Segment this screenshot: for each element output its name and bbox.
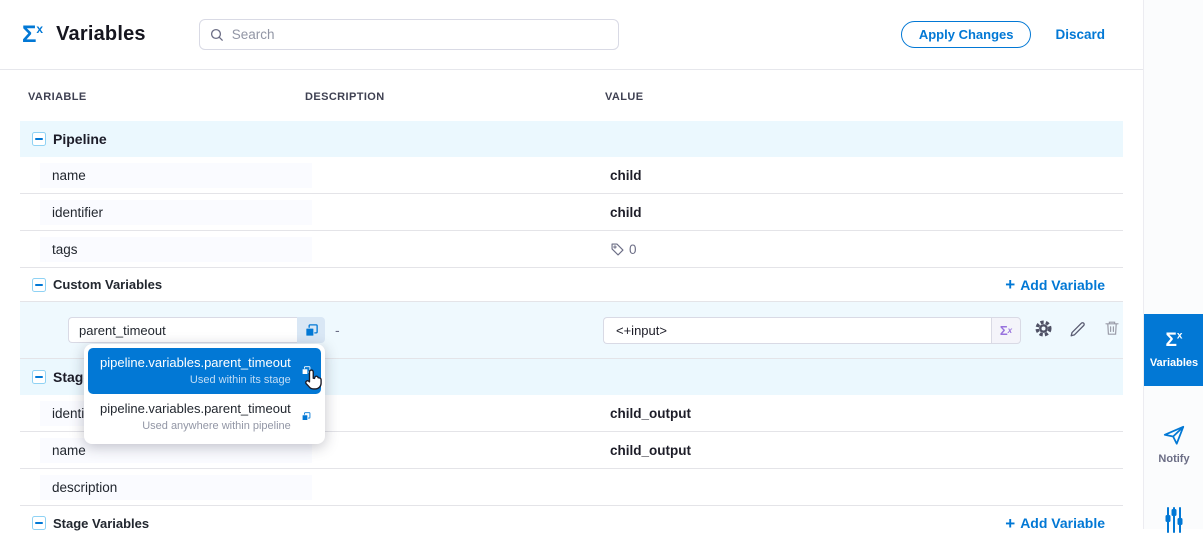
variables-table: VARIABLE DESCRIPTION VALUE Pipeline name… bbox=[20, 70, 1123, 540]
variable-path: pipeline.variables.parent_timeout bbox=[100, 401, 291, 416]
copy-icon bbox=[304, 323, 318, 337]
collapse-minus-icon[interactable] bbox=[32, 370, 46, 384]
table-row-name: name child bbox=[20, 157, 1123, 194]
variable-path: pipeline.variables.parent_timeout bbox=[100, 355, 291, 370]
pencil-icon bbox=[1070, 322, 1085, 337]
collapse-minus-icon[interactable] bbox=[32, 132, 46, 146]
sidebar-item-notify[interactable]: Notify bbox=[1144, 423, 1203, 465]
column-header-description: DESCRIPTION bbox=[305, 91, 385, 103]
variables-panel: Σx Variables Apply Changes Discard VARIA… bbox=[0, 0, 1143, 532]
plus-icon: + bbox=[1005, 275, 1016, 294]
add-variable-button[interactable]: + Add Variable bbox=[1005, 513, 1105, 533]
variable-name-input[interactable] bbox=[68, 317, 297, 343]
page-title: Variables bbox=[56, 23, 146, 45]
paper-plane-icon bbox=[1163, 425, 1185, 445]
variables-sigma-icon: Σx bbox=[22, 20, 44, 48]
variable-value: child_output bbox=[610, 442, 691, 458]
variable-path-dropdown: pipeline.variables.parent_timeout Used w… bbox=[84, 344, 325, 444]
variable-scope: Used anywhere within pipeline bbox=[142, 420, 291, 432]
panel-header: Σx Variables Apply Changes Discard bbox=[0, 0, 1143, 70]
section-row-stage-variables: Stage Variables + Add Variable bbox=[20, 506, 1123, 540]
section-label: Stage Variables bbox=[53, 515, 150, 531]
sidebar-item-label: Variables bbox=[1149, 357, 1199, 369]
gear-icon bbox=[1035, 319, 1052, 337]
collapse-minus-icon[interactable] bbox=[32, 516, 46, 530]
copy-variable-button[interactable] bbox=[297, 317, 325, 343]
variable-label: description bbox=[40, 474, 312, 500]
dropdown-option-stage-scope[interactable]: pipeline.variables.parent_timeout Used w… bbox=[88, 348, 321, 394]
delete-button[interactable] bbox=[1103, 319, 1121, 337]
copy-icon bbox=[301, 412, 311, 421]
column-header-variable: VARIABLE bbox=[28, 91, 87, 103]
variable-name-group bbox=[68, 317, 325, 343]
column-header-value: VALUE bbox=[605, 91, 644, 103]
sidebar-item-label: Notify bbox=[1158, 453, 1190, 465]
header-actions: Apply Changes Discard bbox=[900, 21, 1105, 48]
dropdown-option-pipeline-scope[interactable]: pipeline.variables.parent_timeout Used a… bbox=[88, 394, 321, 440]
table-header-row: VARIABLE DESCRIPTION VALUE bbox=[20, 70, 1123, 121]
table-row-identifier: identifier child bbox=[20, 194, 1123, 231]
variable-value: child bbox=[610, 167, 642, 183]
section-row-custom-variables: Custom Variables + Add Variable bbox=[20, 268, 1123, 302]
variables-sigma-icon: Σx bbox=[1165, 330, 1183, 351]
variable-value: child bbox=[610, 204, 642, 220]
row-actions bbox=[1034, 318, 1121, 338]
variable-scope: Used within its stage bbox=[189, 374, 291, 386]
section-label: Stage bbox=[53, 369, 92, 385]
section-row-pipeline[interactable]: Pipeline bbox=[20, 121, 1123, 157]
search-input[interactable] bbox=[231, 27, 608, 42]
table-row-tags: tags 0 bbox=[20, 231, 1123, 268]
search-box[interactable] bbox=[198, 19, 619, 50]
variable-description: - bbox=[335, 322, 340, 338]
tag-icon bbox=[611, 243, 624, 255]
tags-value: 0 bbox=[585, 242, 1123, 257]
variable-value: child_output bbox=[610, 405, 691, 421]
collapse-minus-icon[interactable] bbox=[32, 277, 46, 292]
add-variable-button[interactable]: + Add Variable bbox=[1005, 275, 1105, 294]
variable-label: identifier bbox=[40, 199, 312, 225]
sidebar-item-flow-control[interactable] bbox=[1144, 507, 1203, 533]
sidebar-item-variables[interactable]: Σx Variables bbox=[1144, 314, 1203, 386]
right-sidebar: Σx Variables Notify bbox=[1143, 0, 1203, 533]
settings-button[interactable] bbox=[1034, 319, 1053, 338]
variable-label: tags bbox=[40, 236, 312, 262]
apply-changes-button[interactable]: Apply Changes bbox=[900, 21, 1032, 48]
copy-icon bbox=[301, 366, 311, 375]
discard-button[interactable]: Discard bbox=[1055, 27, 1105, 42]
plus-icon: + bbox=[1005, 513, 1016, 533]
section-label: Custom Variables bbox=[53, 277, 163, 292]
edit-button[interactable] bbox=[1068, 318, 1088, 338]
tags-count: 0 bbox=[629, 241, 637, 257]
variable-value-group: Σx bbox=[603, 317, 1021, 344]
table-row-stage-description: description bbox=[20, 469, 1123, 506]
trash-icon bbox=[1105, 321, 1119, 335]
section-label: Pipeline bbox=[53, 131, 107, 147]
variable-value-input[interactable] bbox=[603, 317, 991, 344]
search-icon bbox=[210, 28, 223, 41]
variable-label: name bbox=[40, 162, 312, 188]
sliders-icon bbox=[1165, 507, 1183, 533]
